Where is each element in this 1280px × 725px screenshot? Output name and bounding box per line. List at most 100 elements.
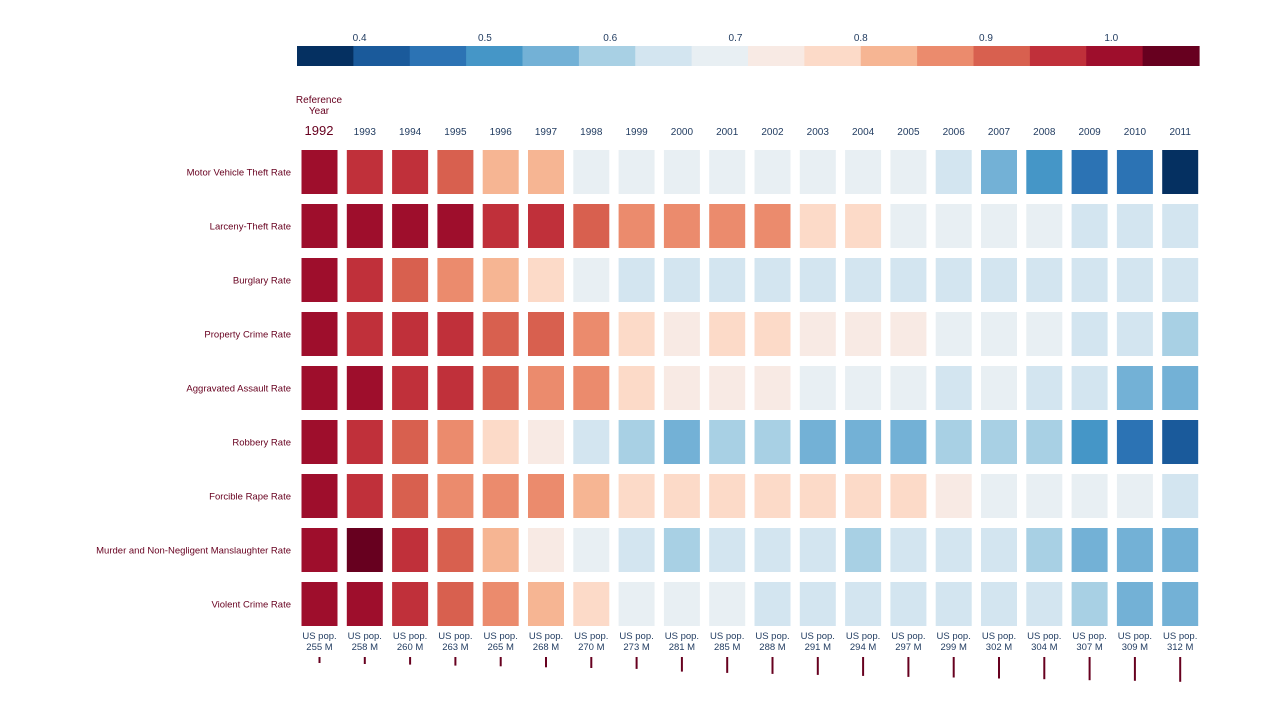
heatmap-cell <box>663 474 700 518</box>
colorbar-tick-label: 0.7 <box>729 33 743 44</box>
row-label: Larceny-Theft Rate <box>210 222 291 233</box>
heatmap-cell <box>392 420 429 464</box>
colorbar-segment <box>466 46 524 66</box>
heatmap-cell <box>981 204 1017 248</box>
heatmap-cell <box>890 366 927 410</box>
heatmap-cell <box>437 150 474 194</box>
heatmap-cell <box>573 204 610 248</box>
population-label-line2: 307 M <box>1076 642 1102 653</box>
heatmap-cell <box>709 258 746 302</box>
year-header: 1994 <box>399 127 422 138</box>
heatmap-cell <box>981 474 1017 518</box>
heatmap-cell <box>754 312 791 356</box>
heatmap-cell <box>346 582 383 626</box>
population-label-line2: 273 M <box>623 642 649 653</box>
heatmap-cell <box>346 528 383 572</box>
heatmap-cell <box>890 528 927 572</box>
row-label: Robbery Rate <box>232 438 291 449</box>
year-header: 1996 <box>490 127 513 138</box>
population-label-line2: 288 M <box>759 642 785 653</box>
heatmap-cell <box>1026 582 1063 626</box>
heatmap-cell <box>482 150 519 194</box>
heatmap-cell <box>618 204 655 248</box>
colorbar-segment <box>522 46 580 66</box>
year-header: 2007 <box>988 127 1011 138</box>
population-label-line2: 258 M <box>352 642 378 653</box>
population-label-line2: 312 M <box>1167 642 1193 653</box>
heatmap-cell <box>573 420 610 464</box>
population-label-line2: 260 M <box>397 642 423 653</box>
heatmap-cell <box>845 528 882 572</box>
heatmap-cell <box>573 528 610 572</box>
heatmap-cell <box>709 474 746 518</box>
heatmap-cell-reference <box>301 258 338 302</box>
population-label-line2: 302 M <box>986 642 1012 653</box>
colorbar-segment <box>804 46 862 66</box>
colorbar-segment <box>973 46 1031 66</box>
heatmap-cell <box>392 150 429 194</box>
heatmap-cell <box>1116 366 1153 410</box>
colorbar-segment <box>635 46 693 66</box>
heatmap-cell-reference <box>301 420 338 464</box>
heatmap-cell <box>1162 528 1199 572</box>
heatmap-cell <box>346 474 383 518</box>
heatmap-cell <box>709 204 746 248</box>
heatmap-cell <box>1071 420 1108 464</box>
heatmap-cell <box>1026 150 1063 194</box>
heatmap-cell <box>528 366 564 410</box>
population-label-line1: US pop. <box>1118 631 1152 642</box>
heatmap-cell <box>799 528 836 572</box>
heatmap-cell <box>981 312 1017 356</box>
heatmap-cell <box>528 474 564 518</box>
heatmap-cell <box>437 528 474 572</box>
heatmap-cell <box>1026 474 1063 518</box>
heatmap-cell <box>392 258 429 302</box>
heatmap-cell <box>1116 204 1153 248</box>
heatmap-cell <box>845 258 882 302</box>
heatmap-cell <box>618 150 655 194</box>
heatmap-cell <box>845 474 882 518</box>
heatmap-cell <box>754 528 791 572</box>
heatmap-cell <box>528 204 564 248</box>
heatmap-cell <box>845 420 882 464</box>
heatmap-cell <box>528 258 564 302</box>
heatmap-cell-reference <box>301 204 338 248</box>
heatmap-cell <box>1071 258 1108 302</box>
heatmap-cell <box>392 474 429 518</box>
population-label-line1: US pop. <box>438 631 472 642</box>
heatmap-cell <box>1116 474 1153 518</box>
row-label: Murder and Non-Negligent Manslaughter Ra… <box>96 546 291 557</box>
reference-year-value: 1992 <box>304 123 334 138</box>
heatmap-cell <box>1162 204 1199 248</box>
heatmap-cell-reference <box>301 366 338 410</box>
heatmap-cell <box>754 150 791 194</box>
heatmap-cell <box>663 150 700 194</box>
heatmap-cell <box>845 366 882 410</box>
colorbar-segment <box>578 46 636 66</box>
heatmap-cell <box>528 420 564 464</box>
heatmap-cell <box>482 474 519 518</box>
row-label: Aggravated Assault Rate <box>186 384 291 395</box>
heatmap-cell <box>663 528 700 572</box>
colorbar-tick-label: 0.9 <box>979 33 993 44</box>
heatmap-cell-reference <box>301 474 338 518</box>
heatmap-cell <box>663 366 700 410</box>
heatmap-cell <box>754 204 791 248</box>
row-label: Forcible Rape Rate <box>209 492 291 503</box>
heatmap-cell <box>890 204 927 248</box>
colorbar-segment <box>691 46 749 66</box>
heatmap-cell <box>935 528 972 572</box>
colorbar-tick-label: 0.6 <box>603 33 617 44</box>
heatmap-cell <box>528 582 564 626</box>
heatmap-cell <box>935 258 972 302</box>
population-label-line2: 270 M <box>578 642 604 653</box>
population-label-line2: 291 M <box>805 642 831 653</box>
population-label-line2: 297 M <box>895 642 921 653</box>
heatmap-cell <box>935 204 972 248</box>
heatmap-cell <box>890 582 927 626</box>
heatmap-cell <box>799 366 836 410</box>
heatmap-cell <box>437 474 474 518</box>
heatmap-cell <box>890 420 927 464</box>
year-header: 2008 <box>1033 127 1056 138</box>
